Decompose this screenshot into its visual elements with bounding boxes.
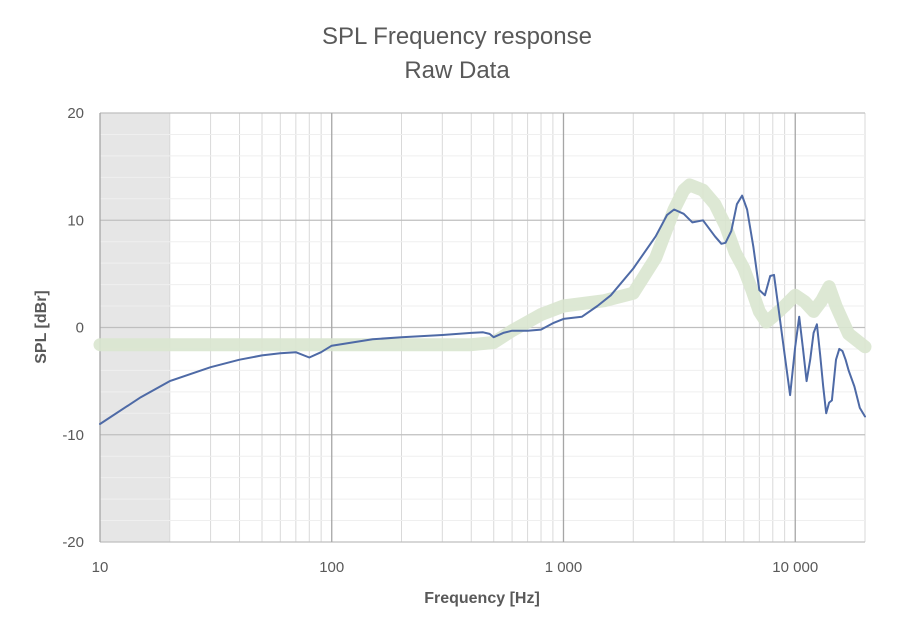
y-axis-ticks: 20 10 0 -10 -20 <box>62 105 84 551</box>
measured-response-series <box>99 194 866 425</box>
y-tick-label: -20 <box>62 534 84 551</box>
chart-subtitle: Raw Data <box>404 57 510 84</box>
series-layer <box>93 178 872 425</box>
x-tick-label: 1 000 <box>545 559 583 576</box>
major-grid <box>99 112 865 543</box>
y-tick-label: 0 <box>76 320 84 337</box>
chart-title: SPL Frequency response <box>322 23 592 50</box>
y-tick-label: -10 <box>62 427 84 444</box>
y-axis-label: SPL [dBr] <box>33 290 50 363</box>
x-axis-ticks: 10 100 1 000 10 000 <box>92 559 819 576</box>
y-tick-label: 10 <box>67 212 84 229</box>
x-axis-label: Frequency [Hz] <box>424 590 540 607</box>
y-tick-label: 20 <box>67 105 84 122</box>
x-tick-label: 100 <box>319 559 344 576</box>
x-tick-label: 10 <box>92 559 109 576</box>
target-band-series <box>93 178 872 354</box>
x-tick-label: 10 000 <box>772 559 818 576</box>
